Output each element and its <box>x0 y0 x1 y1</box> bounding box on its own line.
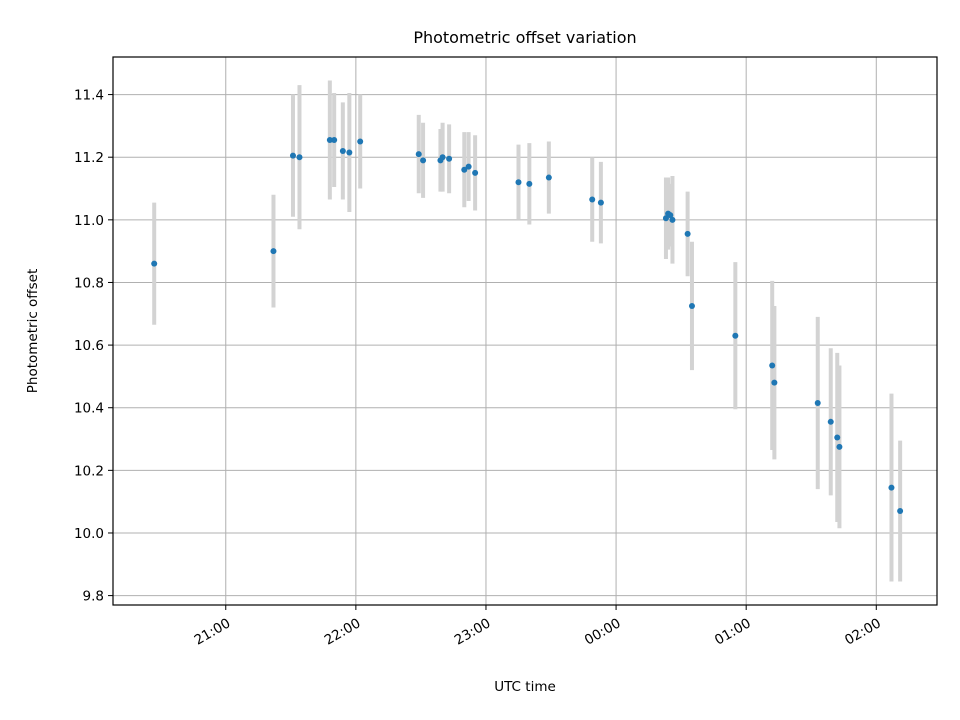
data-point <box>331 136 338 143</box>
data-point <box>888 484 895 491</box>
data-point <box>515 179 522 186</box>
y-tick-label: 9.8 <box>83 589 104 605</box>
data-point <box>597 199 604 206</box>
data-point <box>151 260 158 267</box>
data-point <box>526 180 533 187</box>
data-point <box>897 508 904 515</box>
y-tick-label: 10.2 <box>74 463 104 479</box>
data-point <box>446 155 453 162</box>
plot-background <box>113 57 937 605</box>
data-point <box>461 166 468 173</box>
y-tick-label: 11.2 <box>74 150 104 166</box>
data-point <box>465 163 472 170</box>
data-point <box>771 379 778 386</box>
data-point <box>545 174 552 181</box>
data-point <box>270 248 277 255</box>
data-point <box>836 443 843 450</box>
data-point <box>472 169 479 176</box>
data-point <box>326 136 333 143</box>
data-point <box>834 434 841 441</box>
data-point <box>814 400 821 407</box>
y-tick-label: 10.4 <box>74 401 104 417</box>
data-point <box>346 149 353 156</box>
data-point <box>732 332 739 339</box>
data-point <box>296 154 303 161</box>
chart-title: Photometric offset variation <box>413 28 636 47</box>
data-point <box>439 154 446 161</box>
y-tick-label: 11.4 <box>74 88 104 104</box>
data-point <box>662 215 669 222</box>
data-point <box>339 147 346 154</box>
y-tick-label: 11.0 <box>74 213 104 229</box>
data-point <box>684 230 691 237</box>
data-point <box>420 157 427 164</box>
data-point <box>688 302 695 309</box>
grid <box>113 57 937 605</box>
y-tick-label: 10.6 <box>74 338 104 354</box>
y-tick-label: 10.0 <box>74 526 104 542</box>
data-point <box>827 418 834 425</box>
data-point <box>357 138 364 145</box>
data-point <box>769 362 776 369</box>
data-points <box>151 136 904 515</box>
data-point <box>415 151 422 158</box>
data-point <box>669 216 676 223</box>
data-point <box>667 212 674 219</box>
data-point <box>589 196 596 203</box>
data-point <box>289 152 296 159</box>
y-axis-label: Photometric offset <box>25 269 41 393</box>
plot-frame <box>112 56 938 606</box>
y-tick-label: 10.8 <box>74 275 104 291</box>
x-axis-label: UTC time <box>494 679 556 695</box>
